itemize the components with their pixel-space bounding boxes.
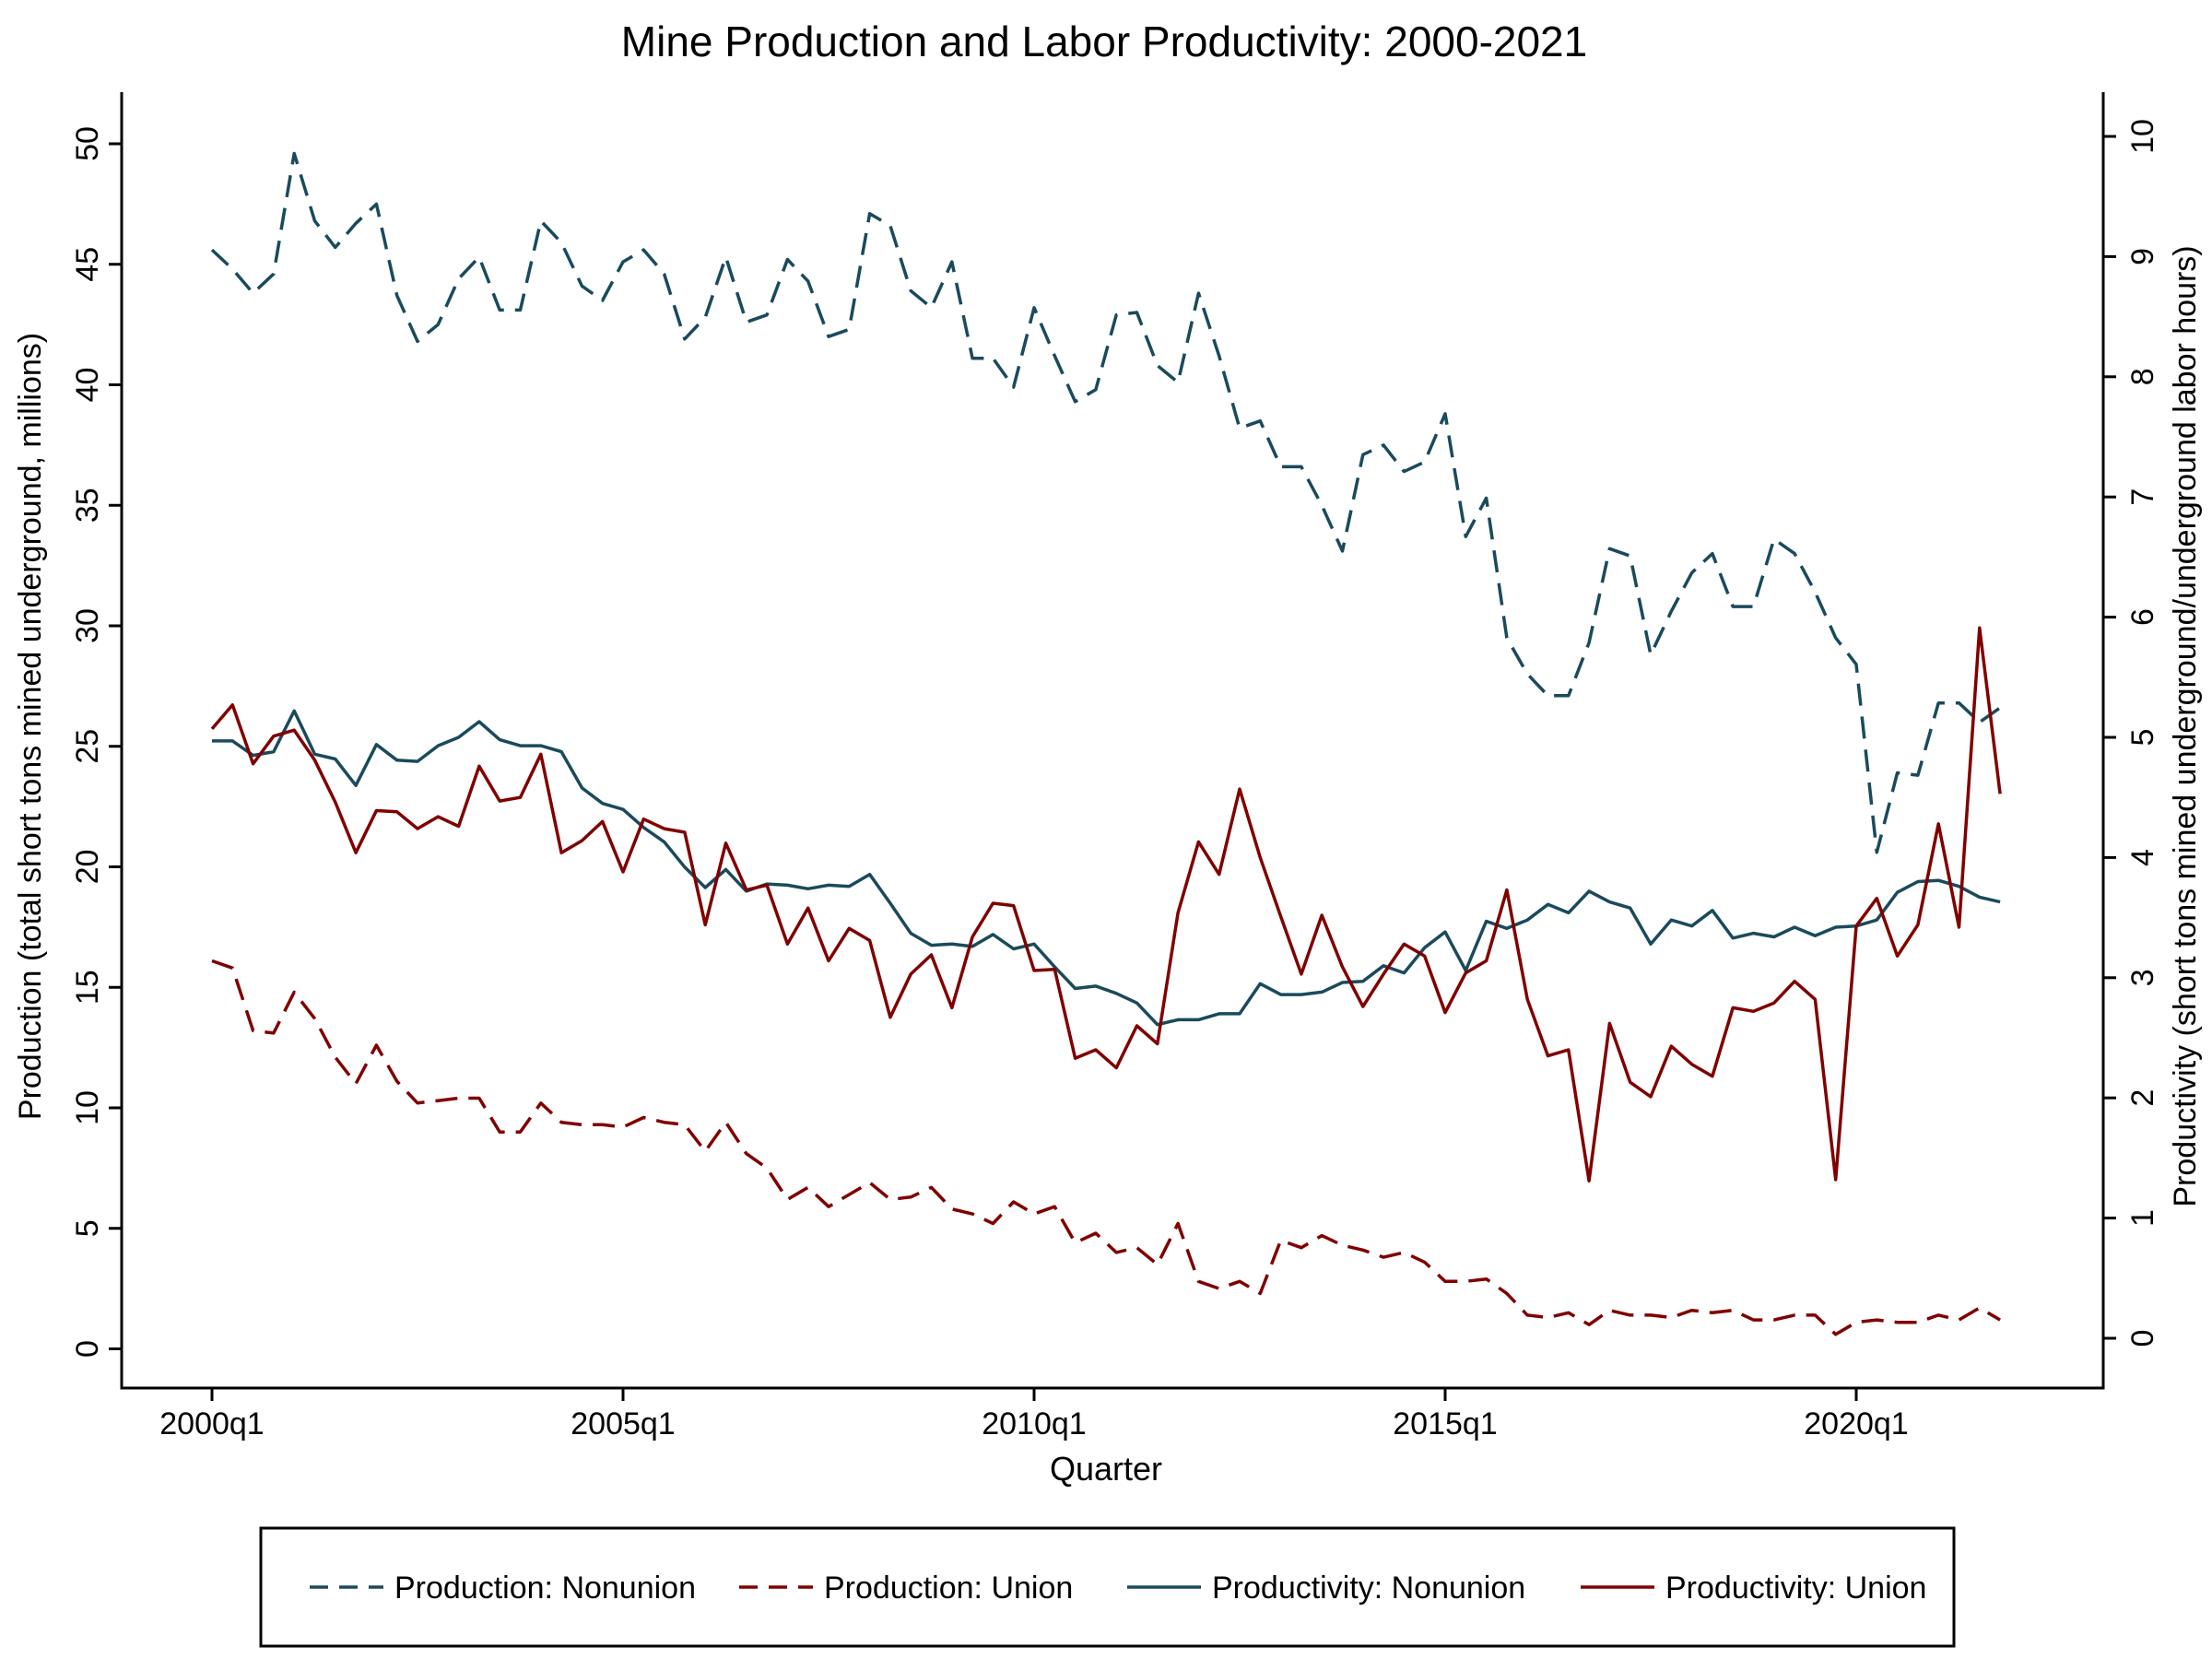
- y-left-tick-label: 20: [70, 850, 105, 885]
- y-left-tick-label: 0: [70, 1340, 105, 1358]
- series-layer: [210, 151, 2002, 1336]
- series-line-0: [210, 151, 2002, 854]
- y-right-tick-label: 4: [2125, 849, 2160, 866]
- y-left-tick-label: 35: [70, 488, 105, 523]
- x-tick-label: 2015q1: [1393, 1406, 1497, 1441]
- y-right-tick-label: 2: [2125, 1089, 2160, 1107]
- legend-label-3: Productivity: Union: [1665, 1571, 1926, 1606]
- y-right-tick-label: 9: [2125, 248, 2160, 265]
- y-left-tick-label: 5: [70, 1219, 105, 1237]
- x-tick-label: 2010q1: [982, 1406, 1086, 1441]
- y-left-tick-label: 50: [70, 126, 105, 161]
- x-tick-label: 2020q1: [1804, 1406, 1908, 1441]
- x-tick-label: 2000q1: [159, 1406, 264, 1441]
- y-left-tick-label: 15: [70, 970, 105, 1005]
- y-left-tick-label: 45: [70, 247, 105, 282]
- y-left-tick-label: 30: [70, 608, 105, 643]
- series-line-3: [210, 626, 2002, 1182]
- series-line-2: [212, 709, 2001, 1027]
- y-left-tick-label: 40: [70, 368, 105, 403]
- y-right-tick-label: 5: [2125, 729, 2160, 747]
- y-right-tick-label: 6: [2125, 608, 2160, 626]
- y-right-tick-label: 1: [2125, 1209, 2160, 1227]
- legend-frame: [259, 1526, 1956, 1648]
- y-right-tick-label: 0: [2125, 1330, 2160, 1347]
- legend-label-1: Production: Union: [824, 1571, 1073, 1606]
- y-right-tick-label: 7: [2125, 488, 2160, 506]
- x-tick-label: 2005q1: [571, 1406, 675, 1441]
- y-right-tick-label: 3: [2125, 969, 2160, 986]
- legend-label-2: Productivity: Nonunion: [1212, 1571, 1525, 1606]
- y-axis-label-right: Productivity (short tons mined undergrou…: [2168, 245, 2203, 1206]
- x-axis-label: Quarter: [1050, 1450, 1162, 1488]
- legend-label-0: Production: Nonunion: [394, 1571, 696, 1606]
- y-left-tick-label: 25: [70, 729, 105, 764]
- y-left-tick-label: 10: [70, 1090, 105, 1125]
- y-right-tick-label: 8: [2125, 368, 2160, 385]
- y-axis-label-left: Production (total short tons mined under…: [13, 333, 48, 1120]
- y-right-tick-label: 10: [2125, 119, 2160, 154]
- legend: Production: Nonunion Production: Union Pro…: [259, 1526, 1956, 1648]
- chart-title: Mine Production and Labor Productivity: …: [621, 18, 1587, 65]
